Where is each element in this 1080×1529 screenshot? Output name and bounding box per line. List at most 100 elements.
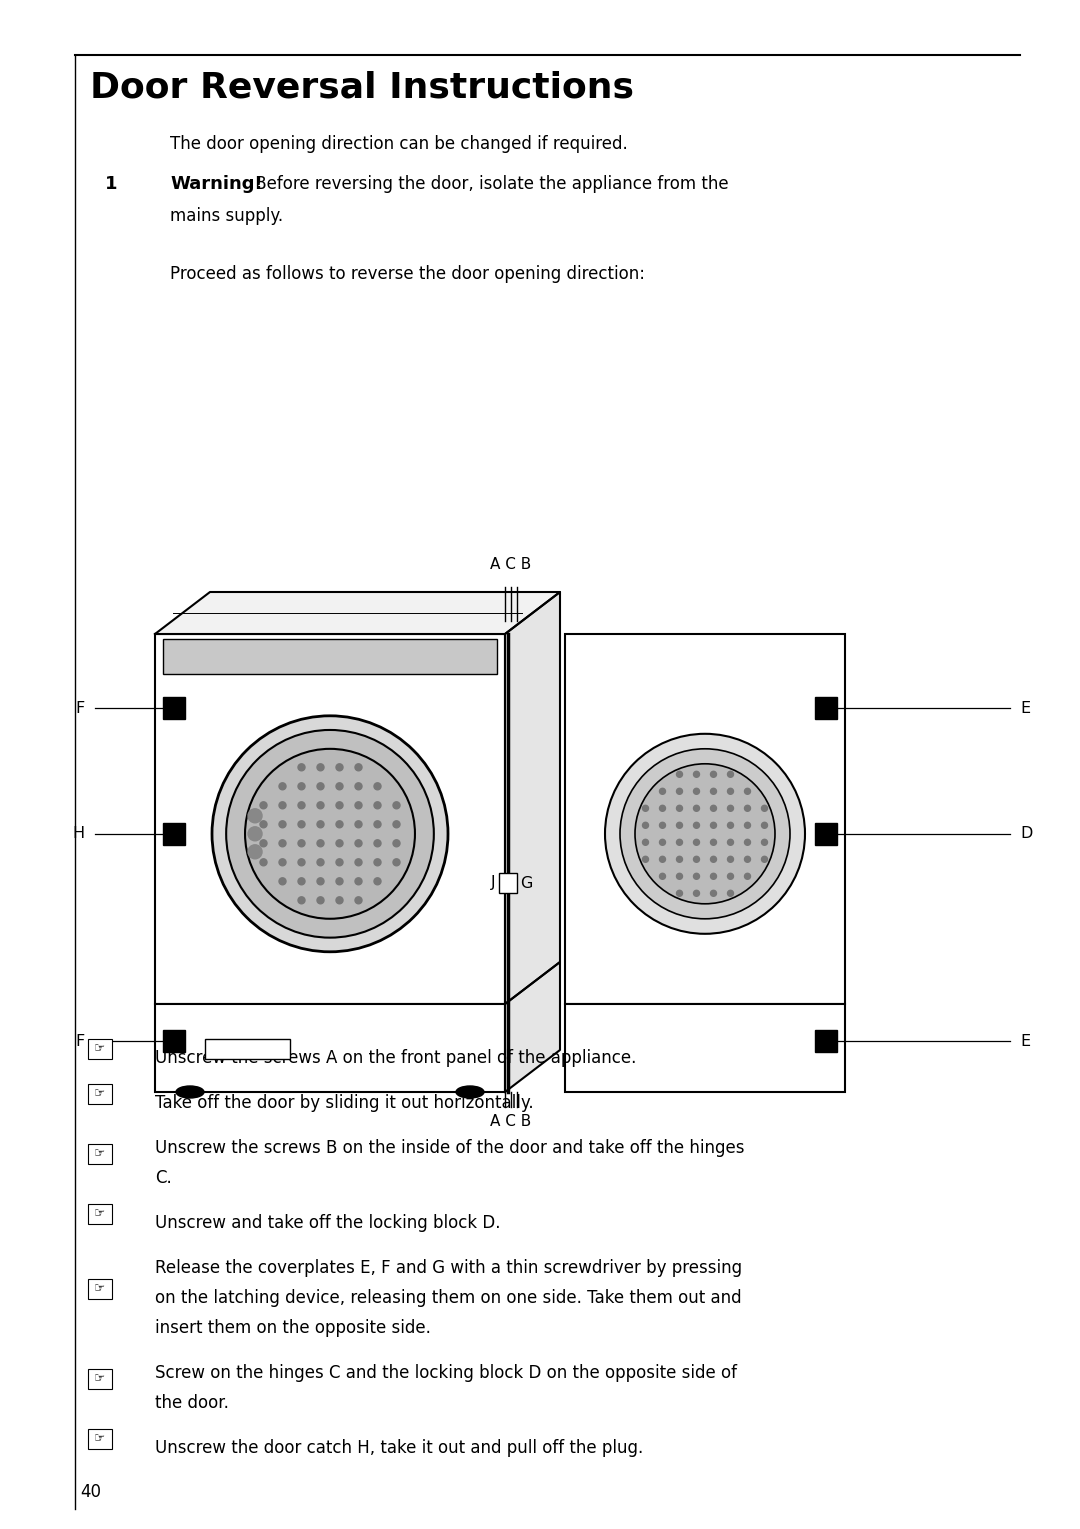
Ellipse shape: [176, 1086, 204, 1098]
Circle shape: [374, 801, 381, 809]
Bar: [156, 635, 505, 1005]
Circle shape: [374, 839, 381, 847]
Circle shape: [711, 823, 716, 829]
Circle shape: [393, 839, 400, 847]
Circle shape: [279, 878, 286, 885]
Circle shape: [676, 771, 683, 777]
Text: 40: 40: [80, 1483, 102, 1501]
Circle shape: [336, 898, 343, 904]
Circle shape: [643, 823, 648, 829]
Circle shape: [693, 839, 700, 846]
Bar: [156, 1005, 505, 1092]
Text: The door opening direction can be changed if required.: The door opening direction can be change…: [170, 135, 627, 153]
Circle shape: [660, 856, 665, 862]
Circle shape: [728, 823, 733, 829]
Polygon shape: [156, 592, 561, 635]
Circle shape: [728, 890, 733, 896]
Circle shape: [744, 856, 751, 862]
Circle shape: [711, 839, 716, 846]
Circle shape: [298, 783, 305, 790]
Circle shape: [260, 859, 267, 865]
Circle shape: [643, 839, 648, 846]
Circle shape: [676, 890, 683, 896]
Text: F: F: [76, 1034, 85, 1049]
Text: Before reversing the door, isolate the appliance from the: Before reversing the door, isolate the a…: [249, 174, 729, 193]
Circle shape: [260, 821, 267, 827]
Circle shape: [298, 821, 305, 827]
Circle shape: [336, 839, 343, 847]
Circle shape: [728, 806, 733, 812]
Text: G: G: [519, 876, 532, 890]
Circle shape: [676, 873, 683, 879]
Bar: [87, 1084, 112, 1104]
Circle shape: [298, 764, 305, 771]
Circle shape: [374, 783, 381, 790]
Circle shape: [676, 856, 683, 862]
Circle shape: [336, 821, 343, 827]
Circle shape: [318, 859, 324, 865]
Bar: [815, 1031, 837, 1052]
Circle shape: [248, 846, 262, 859]
Bar: [87, 1144, 112, 1164]
Circle shape: [693, 823, 700, 829]
Circle shape: [711, 806, 716, 812]
Circle shape: [260, 839, 267, 847]
Circle shape: [212, 716, 448, 951]
Circle shape: [336, 801, 343, 809]
Circle shape: [336, 783, 343, 790]
Text: Unscrew the door catch H, take it out and pull off the plug.: Unscrew the door catch H, take it out an…: [156, 1439, 644, 1457]
Circle shape: [605, 734, 805, 934]
Circle shape: [728, 789, 733, 794]
Text: Screw on the hinges C and the locking block D on the opposite side of: Screw on the hinges C and the locking bl…: [156, 1364, 737, 1382]
Circle shape: [318, 839, 324, 847]
Circle shape: [728, 856, 733, 862]
Circle shape: [226, 729, 434, 937]
Circle shape: [318, 783, 324, 790]
Circle shape: [298, 859, 305, 865]
Text: Proceed as follows to reverse the door opening direction:: Proceed as follows to reverse the door o…: [170, 265, 645, 283]
Text: Unscrew the screws B on the inside of the door and take off the hinges: Unscrew the screws B on the inside of th…: [156, 1139, 744, 1157]
Circle shape: [744, 839, 751, 846]
Circle shape: [711, 771, 716, 777]
Circle shape: [248, 809, 262, 823]
Circle shape: [355, 839, 362, 847]
Bar: [205, 1038, 291, 1058]
Circle shape: [298, 839, 305, 847]
Circle shape: [761, 856, 768, 862]
Circle shape: [318, 898, 324, 904]
Circle shape: [355, 878, 362, 885]
Circle shape: [355, 801, 362, 809]
Text: ☞: ☞: [93, 1373, 105, 1385]
Circle shape: [248, 827, 262, 841]
Circle shape: [728, 839, 733, 846]
Circle shape: [761, 839, 768, 846]
Text: C.: C.: [156, 1170, 172, 1187]
Circle shape: [711, 856, 716, 862]
Circle shape: [693, 789, 700, 794]
Circle shape: [298, 801, 305, 809]
Circle shape: [660, 839, 665, 846]
Circle shape: [298, 878, 305, 885]
Circle shape: [643, 856, 648, 862]
Text: mains supply.: mains supply.: [170, 206, 283, 225]
Circle shape: [355, 898, 362, 904]
Bar: [163, 697, 185, 719]
Circle shape: [693, 806, 700, 812]
Text: on the latching device, releasing them on one side. Take them out and: on the latching device, releasing them o…: [156, 1289, 742, 1307]
Text: the door.: the door.: [156, 1394, 229, 1411]
Circle shape: [744, 789, 751, 794]
Circle shape: [620, 749, 789, 919]
Polygon shape: [505, 592, 561, 1005]
Circle shape: [693, 771, 700, 777]
Text: E: E: [1020, 700, 1030, 716]
Circle shape: [279, 821, 286, 827]
Circle shape: [318, 821, 324, 827]
Bar: [163, 823, 185, 846]
Circle shape: [279, 801, 286, 809]
Circle shape: [728, 873, 733, 879]
Circle shape: [676, 839, 683, 846]
Circle shape: [643, 806, 648, 812]
Bar: [565, 635, 845, 1005]
Circle shape: [336, 764, 343, 771]
Circle shape: [318, 801, 324, 809]
